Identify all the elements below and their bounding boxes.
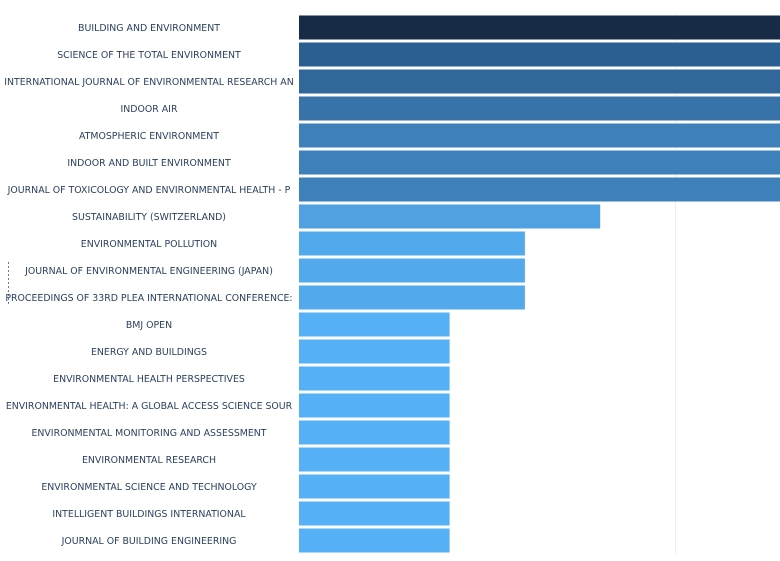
bar [299,69,780,94]
bar [299,285,525,310]
category-label: ENVIRONMENTAL HEALTH: A GLOBAL ACCESS SC… [6,401,293,412]
category-label: ENVIRONMENTAL HEALTH PERSPECTIVES [53,374,245,385]
bar [299,231,525,256]
category-label: INTERNATIONAL JOURNAL OF ENVIRONMENTAL R… [4,77,293,88]
bar [299,258,525,283]
bar [299,42,780,67]
bar [299,393,450,418]
grid-lines [675,14,676,554]
bar [299,15,780,40]
category-labels: BUILDING AND ENVIRONMENT SCIENCE OF THE T… [4,23,293,547]
bar [299,204,601,229]
category-label: BUILDING AND ENVIRONMENT [78,23,220,34]
bar [299,447,450,472]
category-label: PROCEEDINGS OF 33RD PLEA INTERNATIONAL C… [5,293,292,304]
bar [299,123,780,148]
bar [299,420,450,445]
category-label: JOURNAL OF BUILDING ENGINEERING [61,536,237,547]
category-label: ENVIRONMENTAL POLLUTION [81,239,217,250]
bar [299,96,780,121]
category-label: ATMOSPHERIC ENVIRONMENT [79,131,219,142]
category-label: ENVIRONMENTAL MONITORING AND ASSESSMENT [31,428,266,439]
bar [299,528,450,553]
bars [299,15,780,553]
bar [299,150,780,175]
category-label: SUSTAINABILITY (SWITZERLAND) [72,212,226,223]
category-label: SCIENCE OF THE TOTAL ENVIRONMENT [57,50,241,61]
category-label: INTELLIGENT BUILDINGS INTERNATIONAL [52,509,246,520]
category-label: ENVIRONMENTAL SCIENCE AND TECHNOLOGY [41,482,257,493]
category-label: ENVIRONMENTAL RESEARCH [82,455,216,466]
category-label: JOURNAL OF ENVIRONMENTAL ENGINEERING (JA… [24,266,273,277]
bar [299,339,450,364]
category-label: ENERGY AND BUILDINGS [91,347,207,358]
category-label: INDOOR AND BUILT ENVIRONMENT [67,158,231,169]
category-label: BMJ OPEN [126,320,172,331]
bar [299,501,450,526]
bar [299,366,450,391]
bar [299,474,450,499]
bar [299,177,780,202]
category-label: INDOOR AIR [121,104,178,115]
bar [299,312,450,337]
category-label: JOURNAL OF TOXICOLOGY AND ENVIRONMENTAL … [7,185,291,196]
